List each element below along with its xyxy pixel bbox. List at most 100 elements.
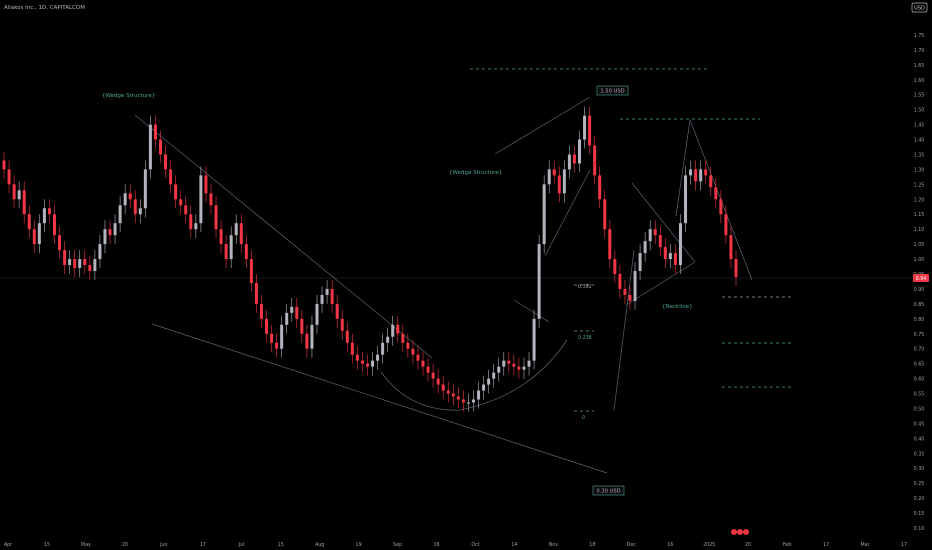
candle-body (98, 244, 102, 260)
candle-body (557, 175, 561, 194)
candle-body (73, 259, 77, 269)
right-wedge-lower-line[interactable] (544, 169, 591, 257)
triangle-upper-line[interactable] (631, 182, 696, 263)
right-wedge-upper-line[interactable] (494, 96, 591, 155)
candle-body (618, 274, 622, 289)
candle-body (138, 208, 142, 215)
candle-body (83, 259, 87, 266)
candle-body (638, 253, 642, 272)
high-price-box[interactable] (596, 85, 629, 96)
candle-body (280, 324, 284, 349)
currency-box[interactable] (911, 2, 928, 13)
event-marker-icon[interactable] (743, 529, 749, 535)
candle-body (184, 205, 188, 215)
right-peak-up-line[interactable] (675, 119, 691, 217)
candle-body (143, 169, 147, 209)
candle-body (401, 333, 405, 343)
candle-body (103, 229, 107, 245)
time-tick-label: 2025 (703, 542, 715, 548)
candle-body (371, 360, 375, 367)
price-tick-label: 0.20 (914, 496, 925, 502)
candle-body (386, 336, 390, 343)
price-tick-label: 0.35 (914, 451, 925, 457)
neckline-up-line[interactable] (613, 249, 635, 411)
candle-body (285, 312, 289, 325)
low-price-box[interactable] (592, 485, 625, 496)
candle-body (416, 354, 420, 361)
candle-body (355, 354, 359, 361)
time-tick-label: Oct (471, 542, 479, 548)
candle-body (174, 184, 178, 200)
candle-body (78, 259, 82, 269)
rounding-bottom-curve[interactable] (380, 339, 568, 411)
candle-body (270, 333, 274, 343)
candle-body (527, 360, 531, 367)
price-tick-label: 0.70 (914, 347, 925, 353)
price-tick-label: 0.30 (914, 466, 925, 472)
candle-body (52, 214, 56, 236)
time-tick-label: 17 (823, 542, 829, 548)
price-tick-label: 0.90 (914, 287, 925, 293)
time-tick-label: 17 (200, 542, 206, 548)
candle-body (699, 169, 703, 182)
time-tick-label: 15 (44, 542, 50, 548)
candle-body (295, 306, 299, 319)
candle-body (522, 366, 526, 370)
candle-body (603, 199, 607, 230)
wedge-label-left: {Wedge Structure} (102, 93, 155, 99)
candle-body (310, 324, 314, 349)
time-tick-label: Dec (627, 542, 637, 548)
candle-body (714, 187, 718, 200)
candle-body (613, 259, 617, 274)
time-tick-label: Jun (159, 542, 168, 548)
candle-body (446, 390, 450, 394)
price-tick-label: 0.80 (914, 317, 925, 323)
time-tick-label: May (81, 542, 91, 548)
candle-body (381, 342, 385, 355)
time-axis[interactable]: Apr 15 May 20 Jun 17 Jul 15 Aug 19 Sep 16 Oct 14 Nov 18… (4, 542, 907, 548)
wedge-lower-trendline[interactable] (151, 323, 608, 474)
candle-body (648, 229, 652, 242)
candle-body (608, 229, 612, 260)
high-price-label: 1.50 USD (600, 89, 624, 95)
candle-body (598, 175, 602, 200)
candle-body (492, 372, 496, 379)
candle-body (88, 265, 92, 272)
time-tick-label: 16 (667, 542, 673, 548)
candle-body (406, 342, 410, 349)
candle-body (27, 214, 31, 230)
candle-body (335, 303, 339, 319)
time-tick-label: 20 (122, 542, 128, 548)
current-price-tag (913, 274, 929, 282)
target-lines (470, 68, 792, 412)
candle-body (391, 324, 395, 337)
candle-body (694, 169, 698, 182)
arrow-line[interactable] (513, 299, 550, 323)
price-tick-label: 0.65 (914, 362, 925, 368)
triangle-lower-line[interactable] (625, 261, 696, 306)
wedge-upper-trendline[interactable] (134, 114, 433, 359)
candle-body (12, 184, 16, 200)
candle-body (633, 271, 637, 301)
price-axis[interactable]: 0.10 0.15 0.20 0.25 0.30 0.35 0.40 0.45 0.50 0.55… (914, 33, 925, 532)
time-tick-label: 19 (356, 542, 362, 548)
time-tick-label: Aug (315, 542, 324, 548)
candle-body (128, 193, 132, 200)
candle-body (456, 396, 460, 400)
candle-body (461, 399, 465, 403)
candle-body (345, 330, 349, 343)
candle-body (93, 259, 97, 272)
candle-body (421, 360, 425, 367)
candle-body (68, 259, 72, 266)
candle-body (497, 366, 501, 373)
event-markers[interactable] (731, 529, 749, 535)
candle-body (123, 193, 127, 206)
candle-body (42, 208, 46, 224)
event-marker-icon[interactable] (731, 529, 737, 535)
candle-body (259, 303, 263, 319)
event-marker-icon[interactable] (737, 529, 743, 535)
candle-body (517, 366, 521, 370)
candle-body (441, 384, 445, 391)
